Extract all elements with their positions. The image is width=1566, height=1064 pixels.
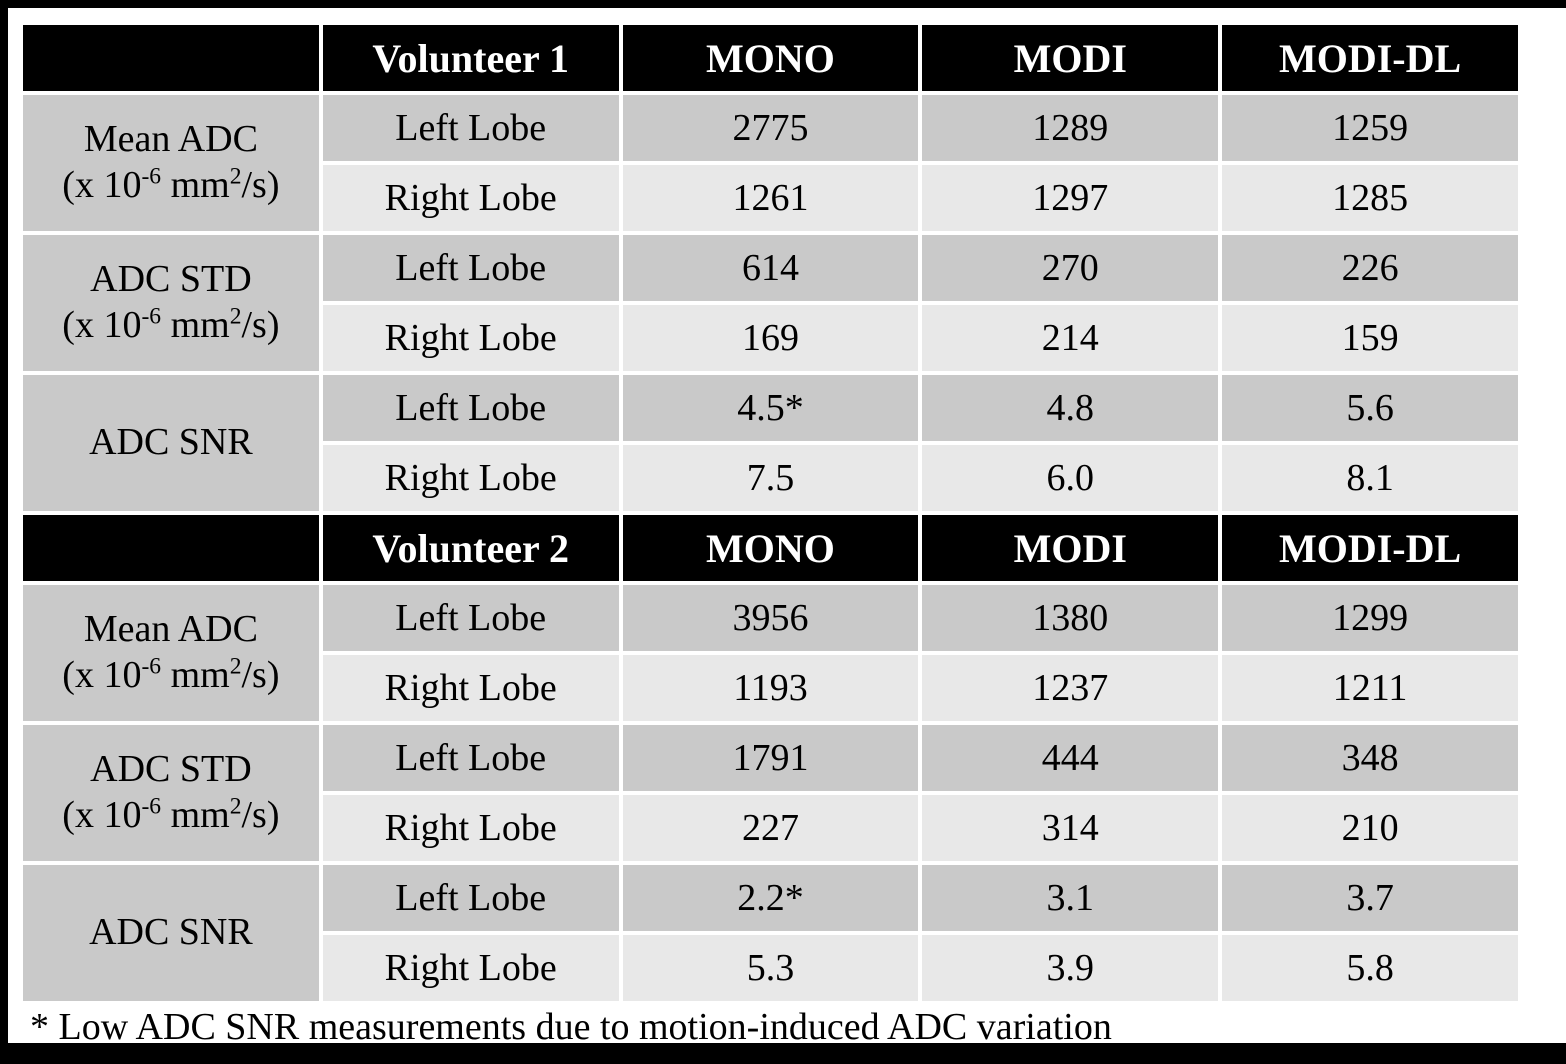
lobe-label: Left Lobe: [322, 725, 619, 791]
value-cell: 1299: [1222, 585, 1518, 651]
lobe-label: Left Lobe: [322, 585, 619, 651]
value-cell: 214: [922, 305, 1219, 371]
header-modi-dl: MODI-DL: [1222, 25, 1518, 91]
header-empty-cell: [23, 25, 319, 91]
adc-results-table: Volunteer 1 MONO MODI MODI-DL Mean ADC (…: [19, 21, 1522, 1005]
table-row: ADC STD (x 10-6 mm2/s) Left Lobe 1791 44…: [23, 725, 1518, 861]
value-cell: 3956: [622, 585, 919, 651]
metric-name: ADC SNR: [89, 421, 253, 464]
metric-label-mean-adc: Mean ADC (x 10-6 mm2/s): [23, 95, 319, 231]
header-volunteer-1: Volunteer 1: [322, 25, 619, 91]
lobe-label: Left Lobe: [322, 235, 619, 301]
header-mono: MONO: [622, 25, 919, 91]
metric-label-mean-adc: Mean ADC (x 10-6 mm2/s): [23, 585, 319, 721]
value-cell: 226: [1222, 235, 1518, 301]
metric-unit: (x 10-6 mm2/s): [62, 793, 280, 836]
section-volunteer-1: Volunteer 1 MONO MODI MODI-DL Mean ADC (…: [23, 25, 1518, 511]
value-cell: 227: [622, 795, 919, 861]
value-cell: 8.1: [1222, 445, 1518, 511]
lobe-label: Left Lobe: [322, 375, 619, 441]
value-cell: 1237: [922, 655, 1219, 721]
lobe-label: Right Lobe: [322, 935, 619, 1001]
table-row: Right Lobe 169 214 159: [23, 305, 1518, 371]
value-cell: 1261: [622, 165, 919, 231]
header-modi: MODI: [922, 515, 1219, 581]
value-cell: 159: [1222, 305, 1518, 371]
value-cell: 1289: [922, 95, 1219, 161]
table-row: ADC SNR Left Lobe 4.5* 4.8 5.6: [23, 375, 1518, 511]
header-empty-cell: [23, 515, 319, 581]
header-volunteer-2: Volunteer 2: [322, 515, 619, 581]
value-cell: 6.0: [922, 445, 1219, 511]
table-row: Right Lobe 227 314 210: [23, 795, 1518, 861]
value-cell: 444: [922, 725, 1219, 791]
value-cell: 4.8: [922, 375, 1219, 441]
value-cell: 210: [1222, 795, 1518, 861]
table-row: ADC SNR Left Lobe 2.2* 3.1 3.7: [23, 865, 1518, 1001]
value-cell: 1193: [622, 655, 919, 721]
metric-label-adc-std: ADC STD (x 10-6 mm2/s): [23, 235, 319, 371]
metric-name: Mean ADC: [83, 608, 258, 651]
value-cell: 1259: [1222, 95, 1518, 161]
metric-unit: (x 10-6 mm2/s): [62, 653, 280, 696]
metric-label-adc-std: ADC STD (x 10-6 mm2/s): [23, 725, 319, 861]
value-cell: 1791: [622, 725, 919, 791]
metric-name: Mean ADC: [83, 118, 258, 161]
header-row: Volunteer 2 MONO MODI MODI-DL: [23, 515, 1518, 581]
metric-name: ADC SNR: [89, 911, 253, 954]
lobe-label: Right Lobe: [322, 445, 619, 511]
lobe-label: Right Lobe: [322, 795, 619, 861]
header-modi: MODI: [922, 25, 1219, 91]
value-cell: 2.2*: [622, 865, 919, 931]
value-cell: 1380: [922, 585, 1219, 651]
value-cell: 270: [922, 235, 1219, 301]
lobe-label: Right Lobe: [322, 655, 619, 721]
value-cell: 5.8: [1222, 935, 1518, 1001]
section-volunteer-2: Volunteer 2 MONO MODI MODI-DL Mean ADC (…: [23, 515, 1518, 1001]
metric-label-adc-snr: ADC SNR: [23, 865, 319, 1001]
lobe-label: Left Lobe: [322, 865, 619, 931]
table-row: Right Lobe 1261 1297 1285: [23, 165, 1518, 231]
value-cell: 1211: [1222, 655, 1518, 721]
value-cell: 169: [622, 305, 919, 371]
table-row: ADC STD (x 10-6 mm2/s) Left Lobe 614 270…: [23, 235, 1518, 371]
lobe-label: Left Lobe: [322, 95, 619, 161]
value-cell: 5.3: [622, 935, 919, 1001]
value-cell: 4.5*: [622, 375, 919, 441]
value-cell: 2775: [622, 95, 919, 161]
value-cell: 1285: [1222, 165, 1518, 231]
value-cell: 314: [922, 795, 1219, 861]
value-cell: 3.9: [922, 935, 1219, 1001]
metric-unit: (x 10-6 mm2/s): [62, 163, 280, 206]
header-mono: MONO: [622, 515, 919, 581]
header-row: Volunteer 1 MONO MODI MODI-DL: [23, 25, 1518, 91]
footnote: * Low ADC SNR measurements due to motion…: [30, 1006, 1112, 1048]
table-canvas: Volunteer 1 MONO MODI MODI-DL Mean ADC (…: [8, 8, 1566, 1048]
table-row: Mean ADC (x 10-6 mm2/s) Left Lobe 3956 1…: [23, 585, 1518, 721]
metric-unit: (x 10-6 mm2/s): [62, 303, 280, 346]
value-cell: 7.5: [622, 445, 919, 511]
table-row: Right Lobe 7.5 6.0 8.1: [23, 445, 1518, 511]
value-cell: 5.6: [1222, 375, 1518, 441]
metric-name: ADC STD: [90, 258, 252, 301]
lobe-label: Right Lobe: [322, 165, 619, 231]
lobe-label: Right Lobe: [322, 305, 619, 371]
value-cell: 614: [622, 235, 919, 301]
table-row: Right Lobe 1193 1237 1211: [23, 655, 1518, 721]
metric-name: ADC STD: [90, 748, 252, 791]
table-row: Right Lobe 5.3 3.9 5.8: [23, 935, 1518, 1001]
header-modi-dl: MODI-DL: [1222, 515, 1518, 581]
metric-label-adc-snr: ADC SNR: [23, 375, 319, 511]
value-cell: 348: [1222, 725, 1518, 791]
table-row: Mean ADC (x 10-6 mm2/s) Left Lobe 2775 1…: [23, 95, 1518, 231]
value-cell: 3.7: [1222, 865, 1518, 931]
value-cell: 3.1: [922, 865, 1219, 931]
value-cell: 1297: [922, 165, 1219, 231]
